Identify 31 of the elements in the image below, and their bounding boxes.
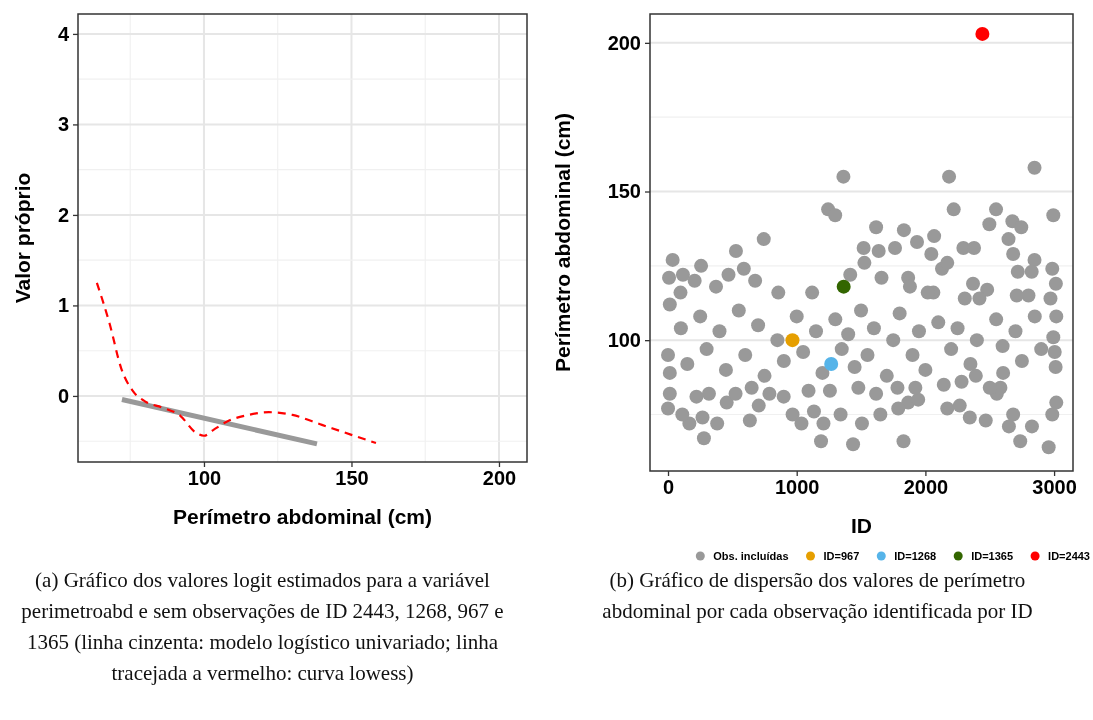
x-tick-label: 2000 — [903, 476, 949, 499]
x-tick-label: 100 — [187, 467, 222, 490]
legend-label: ID=1365 — [971, 550, 1014, 562]
y-axis-title: Perímetro abdominal (cm) — [551, 112, 574, 373]
x-axis-title: ID — [851, 514, 872, 537]
y-tick-label: 3 — [57, 113, 69, 136]
y-tick-label: 0 — [57, 384, 69, 407]
x-tick-label: 3000 — [1032, 476, 1077, 499]
text: (b) Gráfico de dispersão dos valores de perímetro abdominal por cada observação identificada por ID — [601, 567, 1034, 625]
y-tick-label: 200 — [607, 31, 641, 54]
point — [836, 279, 851, 294]
legend-label: Obs. incluídas — [713, 550, 789, 562]
legend-label: ID=1268 — [894, 550, 937, 562]
y-axis-title: Valor próprio — [11, 172, 34, 304]
x-tick-label: 1000 — [774, 476, 820, 499]
y-tick-label: 4 — [57, 22, 70, 45]
y-tick-label: 150 — [607, 180, 641, 203]
legend-label: ID=967 — [823, 550, 860, 562]
x-tick-label: 150 — [335, 467, 369, 490]
y-tick-label: 2 — [57, 203, 69, 226]
text: (a) Gráfico dos valores logit estimados para a variável perimetroabd e sem observações de ID 2443, 1268, 967 e 1365 (linha cinzenta: modelo logístico univariado; linha tracejada a vermelho: curva lowess) — [20, 567, 505, 687]
point — [975, 26, 990, 41]
point — [824, 356, 839, 371]
line-series — [95, 281, 378, 445]
y-tick-label: 100 — [607, 329, 641, 352]
point — [785, 333, 800, 348]
y-tick-label: 1 — [57, 294, 69, 317]
x-axis-title: Perímetro abdominal (cm) — [172, 505, 433, 528]
x-tick-label: 200 — [482, 467, 517, 490]
x-tick-label: 0 — [662, 476, 675, 499]
legend-label: ID=2443 — [1048, 550, 1090, 562]
